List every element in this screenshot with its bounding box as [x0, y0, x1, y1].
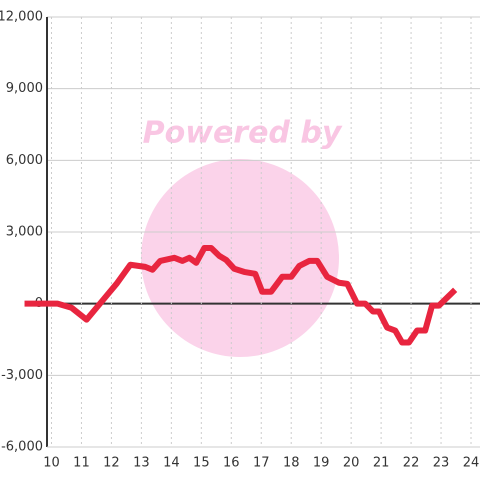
x-tick-label: 10: [43, 456, 60, 471]
x-tick-label: 20: [343, 456, 360, 471]
y-tick-label: -3,000: [1, 368, 43, 383]
x-tick-label: 12: [103, 456, 120, 471]
x-tick-label: 16: [223, 456, 240, 471]
x-tick-label: 18: [283, 456, 300, 471]
x-tick-label: 13: [133, 456, 150, 471]
y-tick-label: 9,000: [6, 81, 43, 96]
x-tick-label: 24: [463, 456, 480, 471]
watermark: Powered by: [143, 116, 343, 151]
x-tick-label: 11: [73, 456, 90, 471]
x-tick-label: 21: [373, 456, 390, 471]
y-tick-label: -6,000: [1, 440, 43, 455]
y-tick-label: 6,000: [6, 153, 43, 168]
y-tick-label: 12,000: [0, 10, 43, 25]
x-tick-label: 15: [193, 456, 210, 471]
line: [24, 245, 458, 346]
x-tick-label: 23: [433, 456, 450, 471]
x-tick-label: 17: [253, 456, 270, 471]
x-tick-label: 14: [163, 456, 180, 471]
x-tick-label: 19: [313, 456, 330, 471]
watermark-logo: [141, 159, 339, 357]
y-tick-label: 3,000: [6, 225, 43, 240]
x-tick-label: 22: [403, 456, 420, 471]
